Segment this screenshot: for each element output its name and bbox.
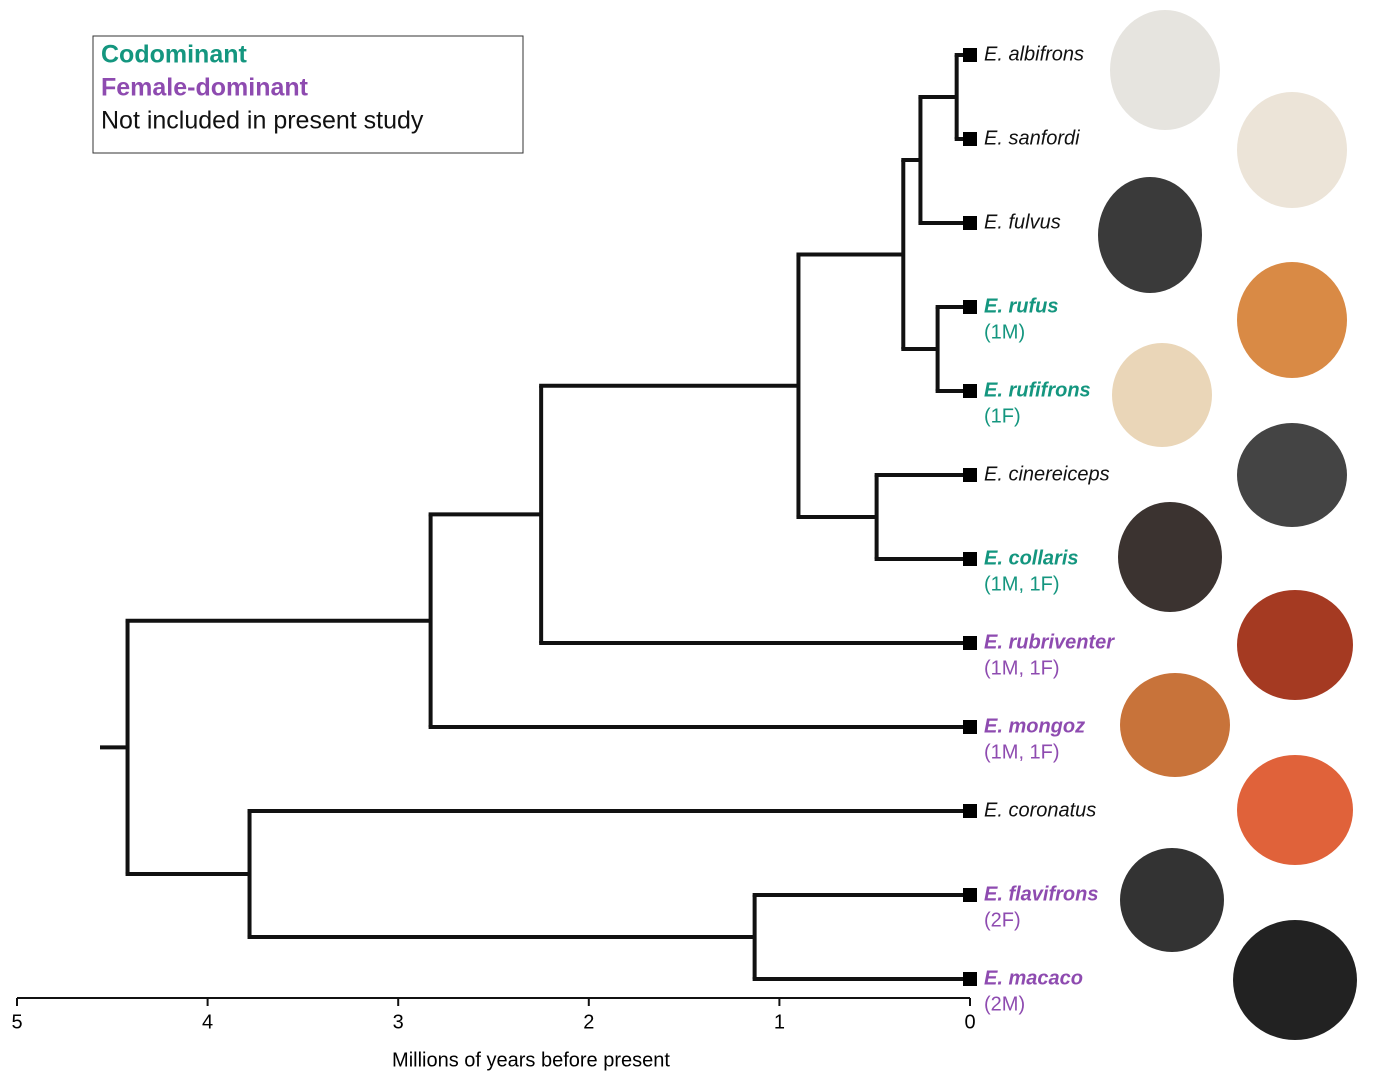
tip-marker: [963, 300, 977, 314]
tip-name: E. collaris: [984, 547, 1079, 569]
page: {"legend": [ {"label": "Codominant", "co…: [0, 0, 1373, 1075]
tip-marker: [963, 972, 977, 986]
face: [1110, 10, 1220, 130]
face: [1237, 262, 1347, 378]
tip-marker: [963, 468, 977, 482]
x-tick-label: 0: [964, 1011, 975, 1033]
x-tick-label: 5: [11, 1011, 22, 1033]
lemur-illustrations: [1098, 10, 1357, 1040]
legend-entry: Not included in present study: [101, 107, 424, 135]
tip-marker: [963, 216, 977, 230]
legend-entry: Codominant: [101, 41, 247, 69]
tip-name: E. albifrons: [984, 43, 1084, 65]
tip-marker: [963, 636, 977, 650]
tip-marker: [963, 804, 977, 818]
tip-name: E. mongoz: [984, 715, 1085, 737]
x-tick-label: 3: [393, 1011, 404, 1033]
tip-marker: [963, 888, 977, 902]
face: [1118, 502, 1222, 612]
face: [1233, 920, 1357, 1040]
axis-title: Millions of years before present: [392, 1049, 670, 1071]
face: [1237, 423, 1347, 527]
legend-entry: Female-dominant: [101, 74, 309, 102]
face: [1237, 92, 1347, 208]
face: [1120, 673, 1230, 777]
tip-sample: (1M, 1F): [984, 741, 1060, 763]
tip-name: E. sanfordi: [984, 127, 1080, 149]
face: [1098, 177, 1202, 293]
phylogeny: Codominant Female-dominant Not included …: [0, 0, 1373, 1075]
tip-marker: [963, 48, 977, 62]
x-tick-label: 4: [202, 1011, 213, 1033]
tip-name: E. flavifrons: [984, 883, 1098, 905]
face: [1237, 755, 1353, 865]
face: [1112, 343, 1212, 447]
tip-sample: (1M, 1F): [984, 573, 1060, 595]
tip-name: E. rubriventer: [984, 631, 1115, 653]
tip-marker: [963, 552, 977, 566]
tip-name: E. macaco: [984, 967, 1083, 989]
x-tick-label: 2: [583, 1011, 594, 1033]
tip-name: E. cinereiceps: [984, 463, 1110, 485]
tip-sample: (1M, 1F): [984, 657, 1060, 679]
tip-marker: [963, 384, 977, 398]
tip-name: E. coronatus: [984, 799, 1096, 821]
tip-name: E. fulvus: [984, 211, 1061, 233]
tip-marker: [963, 720, 977, 734]
tip-name: E. rufifrons: [984, 379, 1091, 401]
x-tick-label: 1: [774, 1011, 785, 1033]
face: [1237, 590, 1353, 700]
tip-sample: (2M): [984, 993, 1025, 1015]
tip-sample: (1M): [984, 321, 1025, 343]
tip-sample: (1F): [984, 405, 1021, 427]
tip-sample: (2F): [984, 909, 1021, 931]
face: [1120, 848, 1224, 952]
tip-marker: [963, 132, 977, 146]
tip-name: E. rufus: [984, 295, 1058, 317]
